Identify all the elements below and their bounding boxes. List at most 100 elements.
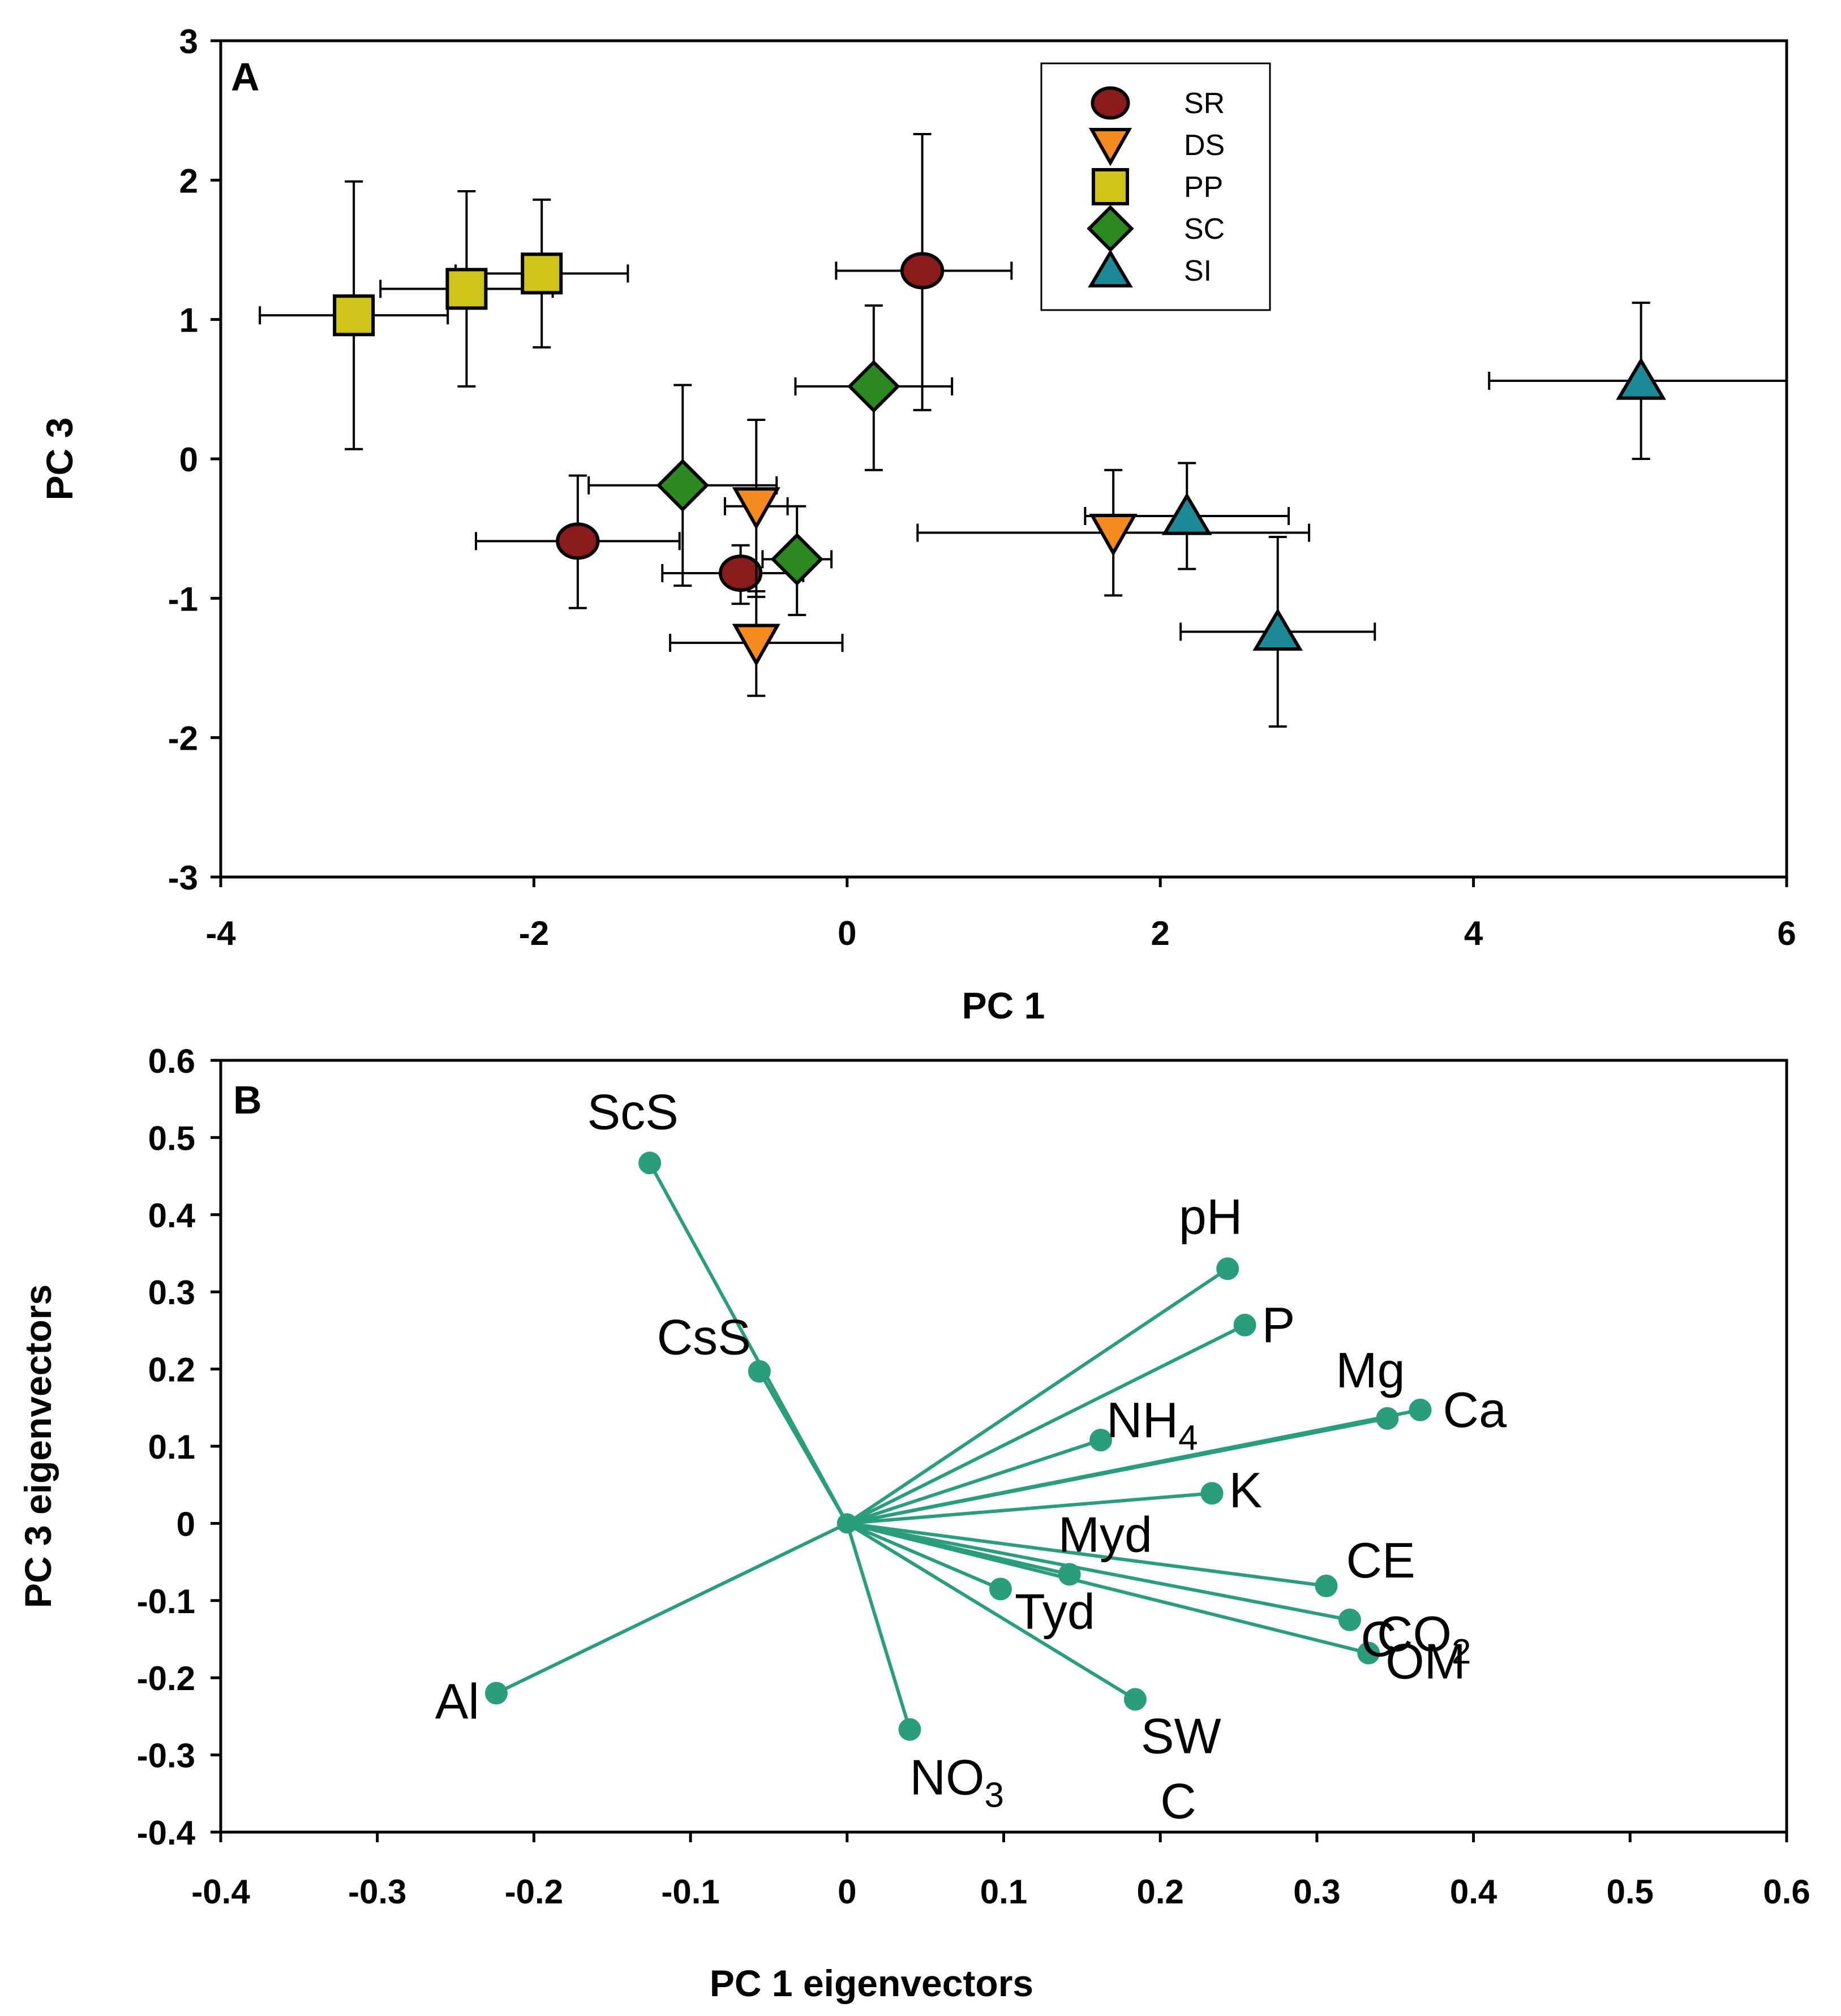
x-tick-label-a: 0 [838, 914, 856, 952]
y-tick-label-a: -3 [168, 859, 198, 897]
vector-label-al: Al [435, 1673, 479, 1729]
vector-label-tyd: Tyd [1015, 1583, 1095, 1639]
vector-line-p [846, 1323, 1246, 1525]
axis-ticks-b: -0.4 -0.3 -0.2 -0.1 0 0.1 0.2 0.3 0.4 0.5 0.6 0.6 0.… [137, 1042, 1810, 1911]
marker-sc [770, 532, 823, 586]
legend-marker-sr [1091, 86, 1130, 120]
x-tick-label-a: -2 [519, 914, 549, 952]
origin-point [836, 1513, 857, 1534]
vector-point-myd [1058, 1563, 1081, 1586]
y-tick-label-b: 0.6 [148, 1042, 195, 1080]
marker-ds [732, 624, 780, 667]
y-tick-label-b: 0.1 [148, 1428, 195, 1466]
vector-line-nh [846, 1438, 1101, 1525]
vector-point-tyd [989, 1577, 1012, 1601]
series-sr [475, 133, 1013, 609]
vector-line-al [495, 1521, 848, 1695]
legend-label-sc: SC [1184, 213, 1225, 246]
vector-label-myd: Myd [1058, 1506, 1152, 1562]
y-tick-label-b: 0.3 [148, 1274, 195, 1312]
y-tick-label-a: -2 [168, 720, 198, 758]
x-tick-label-a: 2 [1151, 914, 1170, 952]
vector-point-nh [1089, 1429, 1113, 1452]
vector-label-no: NO3 [909, 1750, 1003, 1815]
marker-sr [556, 522, 600, 560]
x-tick-label-b: 0 [838, 1873, 856, 1911]
vector-line-ca [847, 1408, 1421, 1525]
vector-line-sw [846, 1521, 1136, 1701]
vector-label-nh: NH4 [1106, 1392, 1198, 1458]
legend-box [1040, 62, 1271, 311]
x-axis-title-b: PC 1 eigenvectors [710, 1962, 1033, 2004]
vector-point-no [898, 1718, 921, 1741]
marker-si [1252, 608, 1303, 651]
vector-point-om [1357, 1641, 1380, 1665]
vector-point-k [1200, 1482, 1224, 1505]
y-tick-label-b: -0.3 [137, 1737, 195, 1775]
y-tick-label-b: 0.2 [148, 1351, 195, 1389]
vector-label-css: CsS [657, 1309, 751, 1365]
vector-point-css [748, 1360, 771, 1383]
vector-point-scs [638, 1151, 662, 1175]
legend-label-si: SI [1184, 255, 1212, 287]
y-tick-label-b: -0.2 [137, 1660, 195, 1697]
y-tick-label-b: 0.5 [148, 1119, 195, 1157]
marker-sc [847, 360, 900, 413]
plot-area-a [219, 39, 1788, 879]
stray-label: C [1160, 1773, 1196, 1829]
marker-sr [900, 252, 945, 290]
vector-label-k: K [1229, 1462, 1263, 1518]
vector-line-om [847, 1521, 1369, 1655]
x-tick-label-a: 4 [1464, 914, 1483, 952]
y-axis-title-a: PC 3 [38, 418, 80, 501]
vector-label-scs: ScS [587, 1084, 678, 1140]
marker-pp [521, 252, 563, 295]
vector-label-mg: Mg [1336, 1342, 1405, 1398]
vector-line-no [845, 1523, 912, 1730]
panel-letter-b: B [233, 1078, 262, 1122]
y-tick-label-a: 2 [179, 162, 198, 200]
y-tick-label-b: 0 [177, 1505, 195, 1543]
marker-ds [1089, 513, 1138, 557]
vector-line-co [847, 1521, 1350, 1622]
series-si [1084, 302, 1787, 728]
vector-line-k [847, 1491, 1212, 1525]
x-tick-label-b: 0.4 [1450, 1873, 1497, 1911]
legend-marker-ds [1088, 128, 1132, 166]
x-tick-label-b: 0.6 [1763, 1873, 1810, 1911]
vector-label-co: CO2 [1377, 1606, 1471, 1671]
vector-label-ca: Ca [1443, 1382, 1507, 1438]
marker-pp [445, 268, 488, 310]
x-tick-label-b: -0.3 [348, 1873, 406, 1911]
data-a [259, 133, 1787, 728]
marker-sc [656, 459, 710, 512]
marker-sr [718, 554, 763, 592]
x-tick-label-b: 0.2 [1136, 1873, 1183, 1911]
series-ds [669, 419, 1311, 697]
x-tick-label-b: -0.2 [505, 1873, 563, 1911]
vector-label-p: P [1262, 1297, 1295, 1353]
vector-point-ca [1409, 1398, 1432, 1421]
vector-point-al [484, 1682, 508, 1705]
y-tick-label-a: -1 [168, 580, 198, 618]
vector-point-ce [1315, 1574, 1338, 1597]
eigenvector-lines [495, 1162, 1421, 1730]
stray-label: C [1361, 1611, 1397, 1667]
vector-point-mg [1376, 1407, 1399, 1430]
marker-ds [732, 487, 780, 530]
y-axis-title-b: PC 3 eigenvectors [17, 1284, 59, 1608]
axis-ticks-a: -4 -2 0 2 4 6 3 2 1 0 -1 -2 -3 [168, 23, 1796, 952]
marker-pp [333, 294, 375, 337]
vector-point-p [1233, 1313, 1256, 1336]
legend-a: SR DS PP SC SI [1040, 62, 1271, 311]
legend-marker-pp [1092, 168, 1129, 205]
x-tick-label-b: -0.4 [191, 1873, 250, 1911]
vector-point-sw [1123, 1688, 1147, 1711]
legend-label-ds: DS [1184, 129, 1225, 162]
vector-line-tyd [846, 1521, 1002, 1591]
x-tick-label-a: -4 [205, 914, 236, 952]
x-axis-title-a: PC 1 [962, 985, 1045, 1026]
